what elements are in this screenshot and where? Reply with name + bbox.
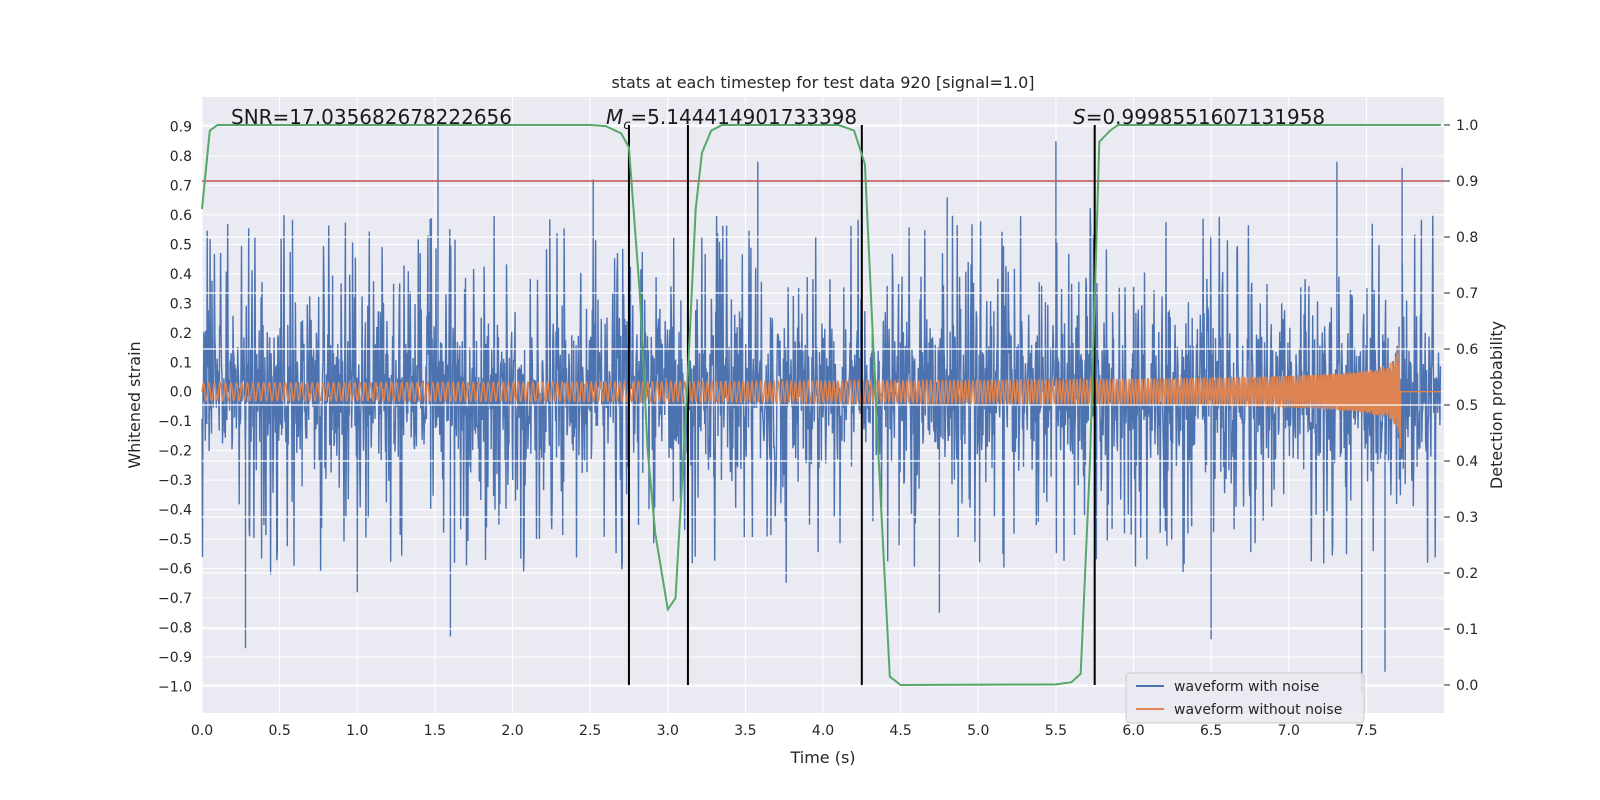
x-tick-label: 4.5 [889, 723, 911, 739]
y-tick-label: −0.2 [158, 444, 192, 460]
y-tick-label: −0.5 [158, 532, 192, 548]
y-tick-label: −0.1 [158, 414, 192, 430]
y2-tick-label: 0.2 [1456, 566, 1478, 582]
y-tick-label: 0.0 [170, 385, 192, 401]
x-tick-label: 7.0 [1278, 723, 1300, 739]
legend: waveform with noise waveform without noi… [1125, 672, 1365, 724]
legend-box [1125, 672, 1365, 724]
y-tick-label: 0.6 [170, 208, 192, 224]
x-tick-label: 6.0 [1122, 723, 1144, 739]
chirp-mass-annotation: Mc=5.144414901733398 [606, 105, 857, 133]
x-tick-label: 4.0 [812, 723, 834, 739]
y-tick-label: −0.6 [158, 562, 192, 578]
y-tick-label: 0.2 [170, 326, 192, 342]
y-tick-label: 0.8 [170, 149, 192, 165]
chart-title: stats at each timestep for test data 920… [611, 73, 1034, 92]
y-tick-label: −0.3 [158, 473, 192, 489]
x-tick-label: 0.0 [191, 723, 213, 739]
x-tick-label: 2.5 [579, 723, 601, 739]
legend-label-noise: waveform with noise [1174, 679, 1319, 695]
y-tick-label: −0.4 [158, 503, 192, 519]
x-tick-label: 3.0 [657, 723, 679, 739]
s-symbol: S [1073, 105, 1086, 129]
y2-tick-label: 0.1 [1456, 622, 1478, 638]
y-tick-label: −1.0 [158, 679, 192, 695]
y-tick-label: 0.5 [170, 237, 192, 253]
y2-tick-label: 0.8 [1456, 230, 1478, 246]
clean-waveform-line [201, 342, 1441, 449]
x-tick-label: 0.5 [268, 723, 290, 739]
y2-tick-label: 0.7 [1456, 286, 1478, 302]
x-tick-label: 2.0 [501, 723, 523, 739]
x-axis-label: Time (s) [789, 748, 855, 767]
y2-tick-label: 0.3 [1456, 510, 1478, 526]
x-tick-label: 1.5 [424, 723, 446, 739]
axis-ticks: 0.0 0.5 1.0 1.5 2.0 2.5 3.0 3.5 4.0 4.5 5.0 5.5 6.0 6… [158, 118, 1478, 739]
s-value: =0.9998551607131958 [1086, 105, 1325, 129]
y2-tick-label: 0.9 [1456, 174, 1478, 190]
x-tick-label: 3.5 [734, 723, 756, 739]
series-detection-probability [201, 124, 1441, 687]
y-tick-label: 0.9 [170, 119, 192, 135]
legend-label-clean: waveform without noise [1174, 702, 1342, 718]
detection-probability-line [201, 124, 1441, 687]
x-tick-label: 5.5 [1045, 723, 1067, 739]
y-tick-label: 0.3 [170, 296, 192, 312]
x-tick-label: 7.5 [1355, 723, 1377, 739]
snr-annotation: SNR=17.035682678222656 [231, 105, 512, 129]
y2-tick-label: 1.0 [1456, 118, 1478, 134]
y-tick-label: −0.9 [158, 650, 192, 666]
vertical-markers [627, 125, 1096, 685]
noise-waveform-line [201, 126, 1442, 693]
y-tick-label: −0.8 [158, 621, 192, 637]
y-tick-label: −0.7 [158, 591, 192, 607]
x-tick-label: 5.0 [967, 723, 989, 739]
series-waveform-with-noise [201, 126, 1442, 693]
y2-tick-label: 0.5 [1456, 398, 1478, 414]
y2-tick-label: 0.0 [1456, 678, 1478, 694]
y-axis-label: Whitened strain [125, 341, 144, 468]
s-annotation: S=0.9998551607131958 [1073, 105, 1325, 129]
y-tick-label: 0.1 [170, 355, 192, 371]
series-waveform-without-noise [201, 342, 1441, 449]
y2-axis-label: Detection probability [1487, 321, 1506, 489]
y2-tick-label: 0.6 [1456, 342, 1478, 358]
y-tick-label: 0.4 [170, 267, 192, 283]
y2-tick-label: 0.4 [1456, 454, 1478, 470]
chirp-mass-subscript: c [623, 118, 630, 133]
y-tick-label: 0.7 [170, 178, 192, 194]
chirp-mass-symbol: M [606, 105, 623, 129]
x-tick-label: 6.5 [1200, 723, 1222, 739]
x-tick-label: 1.0 [346, 723, 368, 739]
chirp-mass-value: =5.144414901733398 [630, 105, 857, 129]
